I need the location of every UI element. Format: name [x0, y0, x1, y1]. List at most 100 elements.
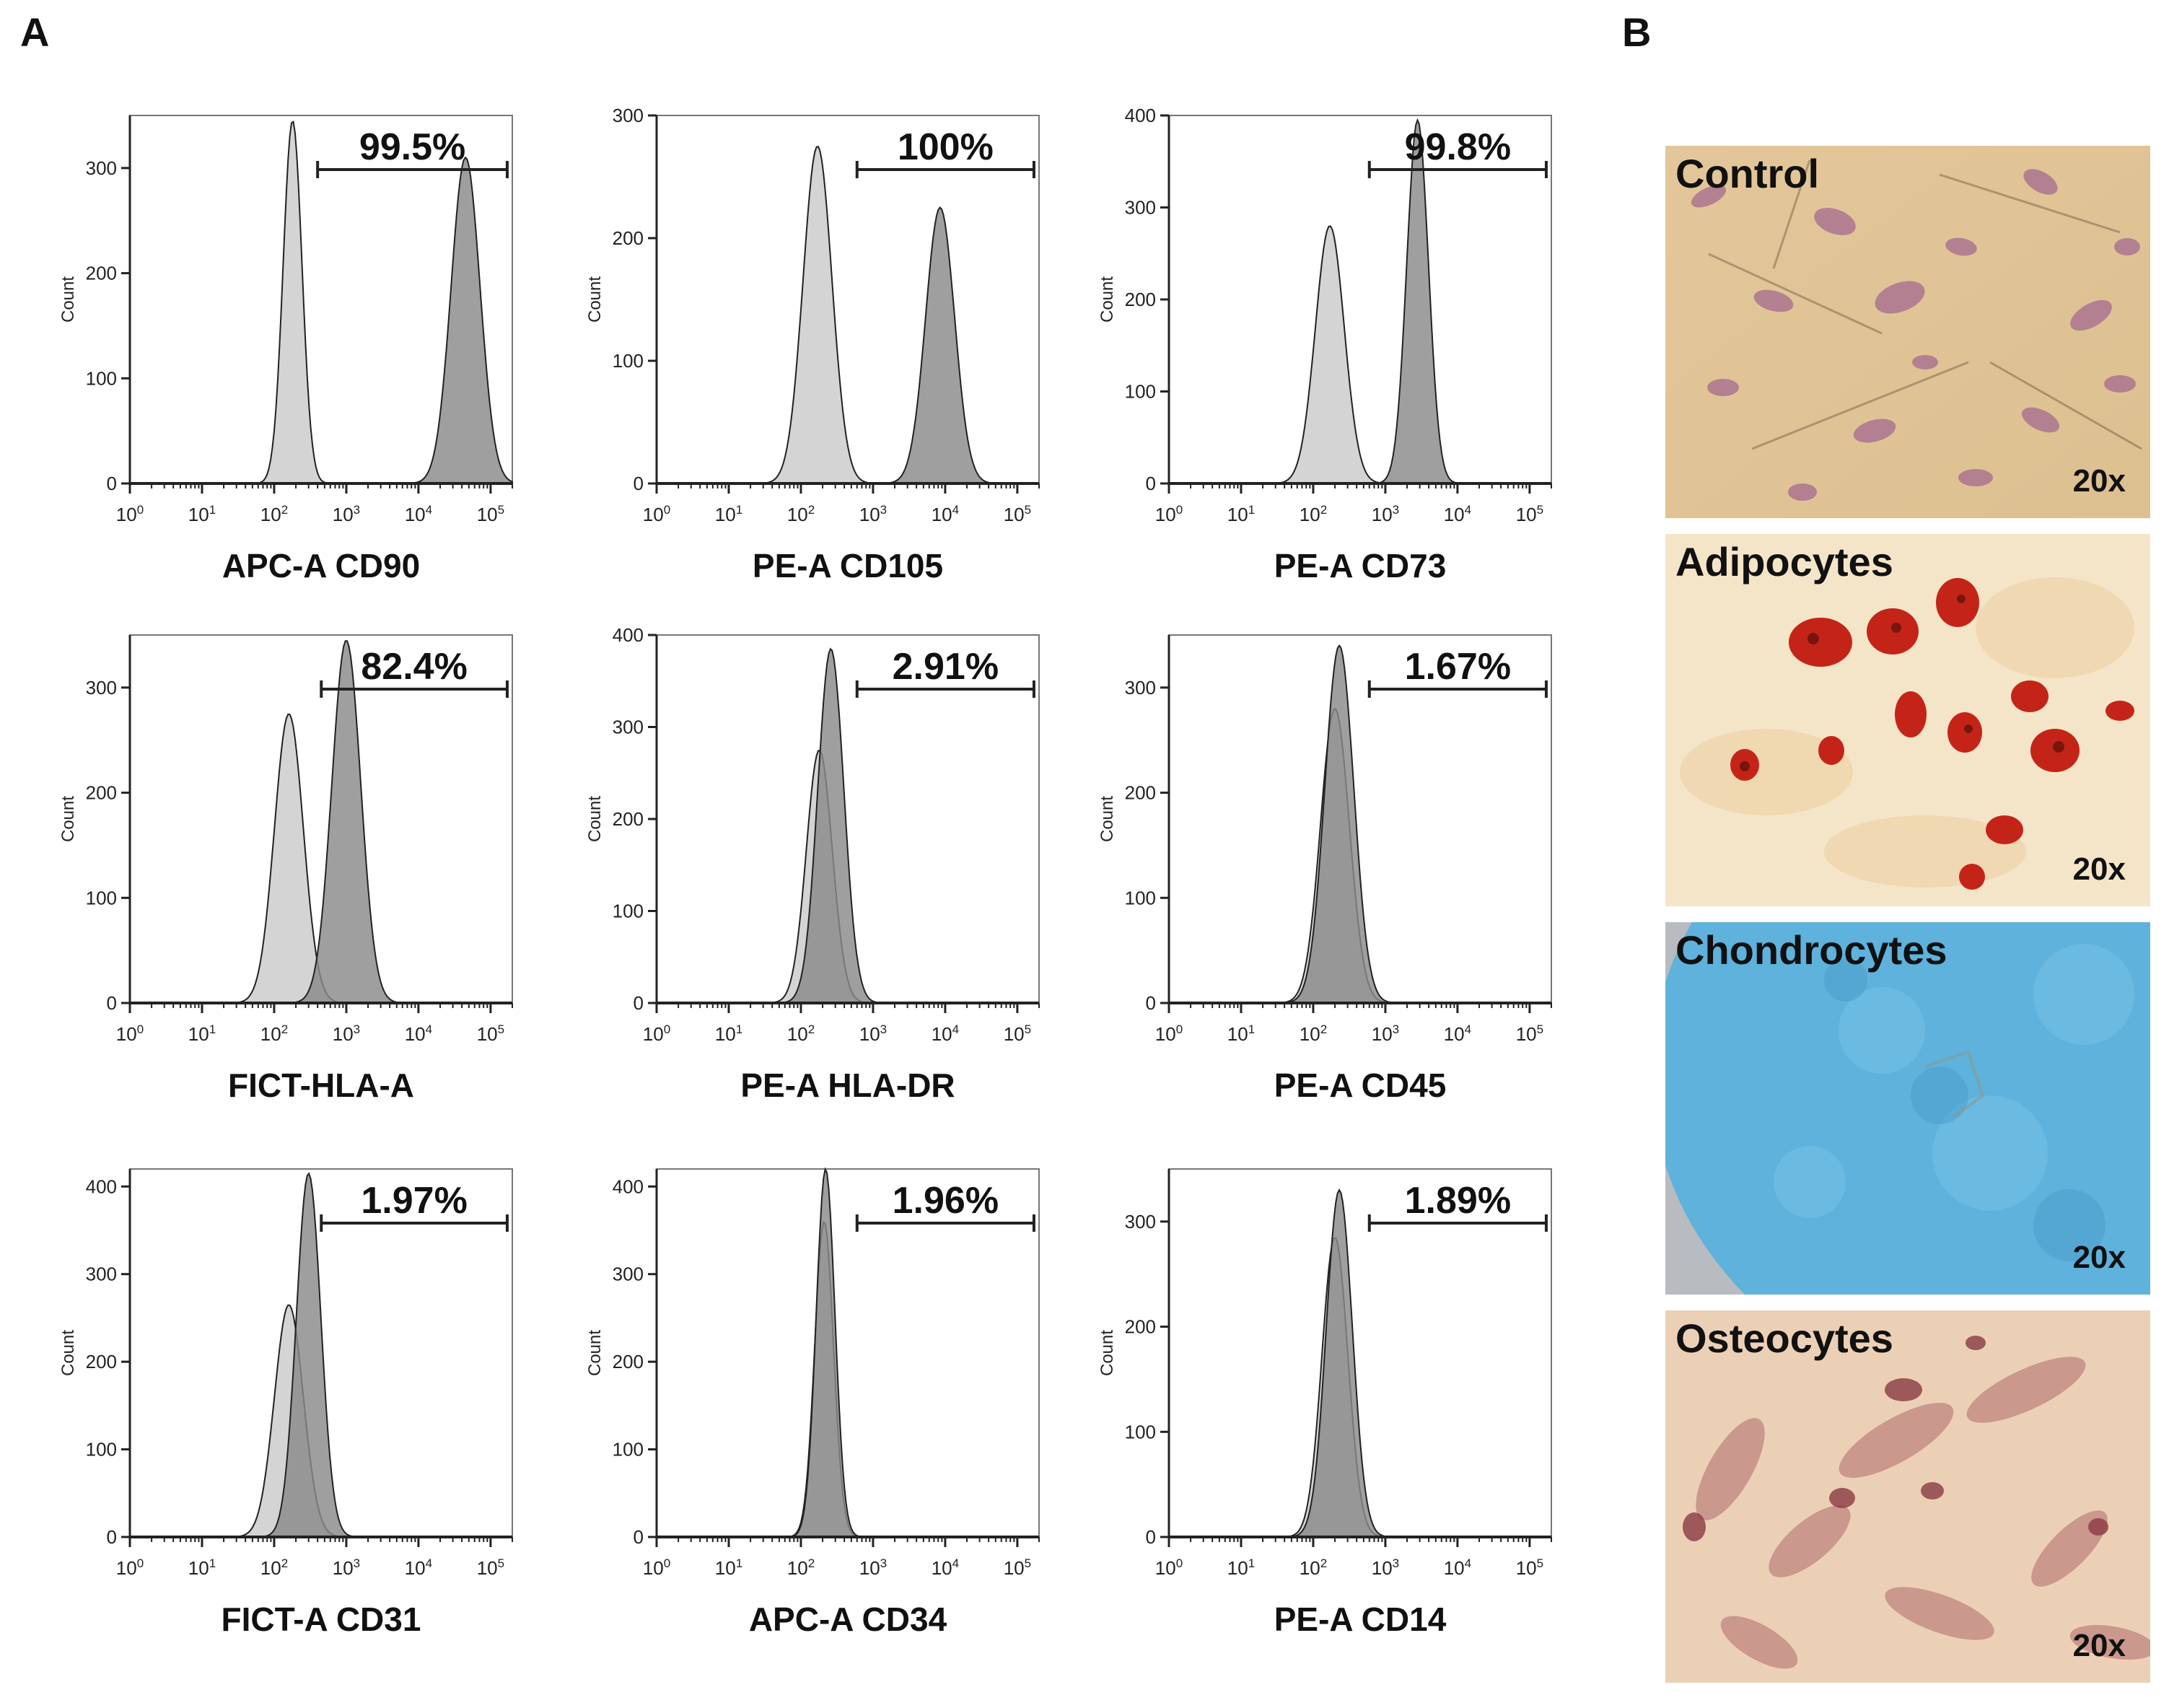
plot-frame: [1168, 115, 1552, 484]
y-tick-label: 100: [1125, 887, 1156, 908]
x-tick-exponent: 0: [1176, 1022, 1183, 1036]
x-tick-exponent: 4: [952, 1556, 959, 1570]
x-tick-label: 104: [405, 1022, 432, 1045]
x-tick-exponent: 1: [1248, 1556, 1255, 1570]
y-axis-label: Count: [58, 796, 78, 842]
y-tick-label: 100: [1125, 1421, 1156, 1442]
y-tick-label: 200: [86, 782, 117, 804]
histogram-chart: 100 101 102 103 104 1050100200300Count82.4%FI…: [58, 634, 513, 1104]
gate-percentage: 99.8%: [1405, 126, 1511, 168]
y-tick-label: 300: [1125, 1211, 1156, 1232]
y-tick-label: 100: [86, 367, 117, 389]
x-tick-exponent: 1: [1248, 1022, 1255, 1036]
x-axis-title: PE-A CD45: [1274, 1067, 1447, 1104]
x-tick-label: 103: [333, 1556, 360, 1579]
histogram-chart: 100 101 102 103 104 1050100200300Count100%PE-…: [585, 105, 1040, 584]
x-tick-label: 102: [260, 1556, 288, 1579]
micrograph-title: Adipocytes: [1675, 539, 1893, 584]
x-tick-exponent: 1: [736, 1556, 742, 1570]
x-tick-label: 100: [116, 1022, 144, 1045]
micrograph-chondrocytes-image: [1665, 922, 2150, 1295]
x-tick-label: 104: [1444, 503, 1471, 525]
x-tick-label: 103: [333, 1022, 360, 1045]
x-tick-label: 101: [1227, 1556, 1255, 1579]
x-tick-label: 104: [932, 503, 959, 525]
x-tick-exponent: 2: [808, 1022, 815, 1036]
y-axis-label: Count: [58, 1330, 78, 1376]
y-tick-label: 200: [613, 1351, 644, 1372]
x-axis-title: PE-A HLA-DR: [740, 1067, 955, 1104]
micrograph-title: Osteocytes: [1675, 1315, 1893, 1361]
x-axis-title: APC-A CD90: [222, 547, 420, 584]
x-tick-label: 105: [477, 503, 504, 525]
micrograph-osteocytes-image: [1665, 1310, 2150, 1683]
plot-frame: [656, 1168, 1040, 1538]
x-tick-exponent: 1: [736, 1022, 742, 1036]
x-tick-exponent: 5: [1537, 1556, 1543, 1570]
y-tick-label: 100: [86, 887, 117, 908]
x-axis-title: APC-A CD34: [749, 1600, 947, 1638]
x-tick-exponent: 2: [1320, 503, 1327, 517]
x-tick-exponent: 4: [952, 1022, 959, 1036]
x-tick-label: 102: [260, 503, 288, 525]
x-tick-label: 105: [1004, 1022, 1031, 1045]
x-tick-exponent: 2: [281, 503, 288, 517]
x-tick-label: 104: [932, 1022, 959, 1045]
y-tick-label: 300: [1125, 197, 1156, 219]
x-tick-label: 104: [1444, 1022, 1471, 1045]
x-tick-exponent: 4: [426, 503, 432, 517]
x-tick-exponent: 2: [281, 1556, 288, 1570]
y-tick-label: 300: [613, 105, 644, 126]
x-tick-label: 103: [1372, 1556, 1399, 1579]
y-tick-label: 0: [1146, 992, 1156, 1014]
y-axis-label: Count: [58, 276, 78, 323]
histogram-chart: 100 101 102 103 104 1050100200300Count99.5%AP…: [58, 115, 513, 584]
y-tick-label: 400: [86, 1175, 117, 1197]
micrograph-title: Chondrocytes: [1675, 927, 1947, 973]
panel-b-label: B: [1622, 9, 1652, 55]
x-tick-exponent: 5: [498, 1556, 504, 1570]
x-tick-exponent: 3: [880, 1556, 887, 1570]
panel-a-label: A: [20, 9, 50, 55]
x-tick-exponent: 2: [808, 1556, 815, 1570]
y-tick-label: 100: [613, 1439, 644, 1460]
y-tick-label: 300: [86, 157, 117, 179]
x-tick-label: 103: [859, 503, 887, 525]
x-tick-exponent: 5: [1025, 503, 1031, 517]
x-tick-exponent: 3: [880, 503, 887, 517]
x-axis-title: PE-A CD105: [753, 547, 943, 584]
x-tick-label: 103: [859, 1556, 887, 1579]
x-tick-exponent: 0: [137, 1556, 144, 1570]
x-tick-label: 105: [1004, 503, 1031, 525]
y-tick-label: 100: [1125, 381, 1156, 403]
x-tick-exponent: 4: [1465, 1556, 1471, 1570]
y-tick-label: 0: [634, 992, 644, 1014]
x-tick-label: 100: [116, 503, 144, 525]
x-tick-exponent: 1: [209, 503, 216, 517]
x-tick-exponent: 3: [1393, 1022, 1399, 1036]
y-tick-label: 200: [1125, 289, 1156, 310]
gate-percentage: 100%: [898, 126, 994, 168]
y-tick-label: 400: [613, 624, 644, 646]
histogram-chart: 100 101 102 103 104 1050100200300400Count2.91…: [585, 624, 1040, 1104]
x-tick-label: 105: [477, 1022, 504, 1045]
x-tick-label: 100: [643, 1022, 670, 1045]
y-axis-label: Count: [585, 796, 605, 842]
x-tick-exponent: 1: [736, 503, 742, 517]
x-tick-label: 105: [477, 1556, 504, 1579]
gate-percentage: 1.96%: [893, 1180, 999, 1222]
y-tick-label: 200: [1125, 1316, 1156, 1338]
magnification-label: 20x: [2072, 463, 2126, 499]
y-axis-label: Count: [585, 276, 605, 323]
gate-percentage: 99.5%: [359, 126, 465, 168]
x-tick-label: 100: [1155, 503, 1183, 525]
x-tick-label: 100: [116, 1556, 144, 1579]
x-tick-exponent: 0: [137, 1022, 144, 1036]
micrograph-adipocytes: Adipocytes 20x: [1665, 534, 2150, 906]
x-tick-exponent: 4: [426, 1556, 432, 1570]
y-tick-label: 200: [86, 263, 117, 284]
x-tick-exponent: 3: [1393, 503, 1399, 517]
x-axis-title: FICT-A CD31: [222, 1600, 421, 1638]
x-tick-exponent: 3: [354, 1556, 360, 1570]
x-tick-exponent: 3: [354, 1022, 360, 1036]
